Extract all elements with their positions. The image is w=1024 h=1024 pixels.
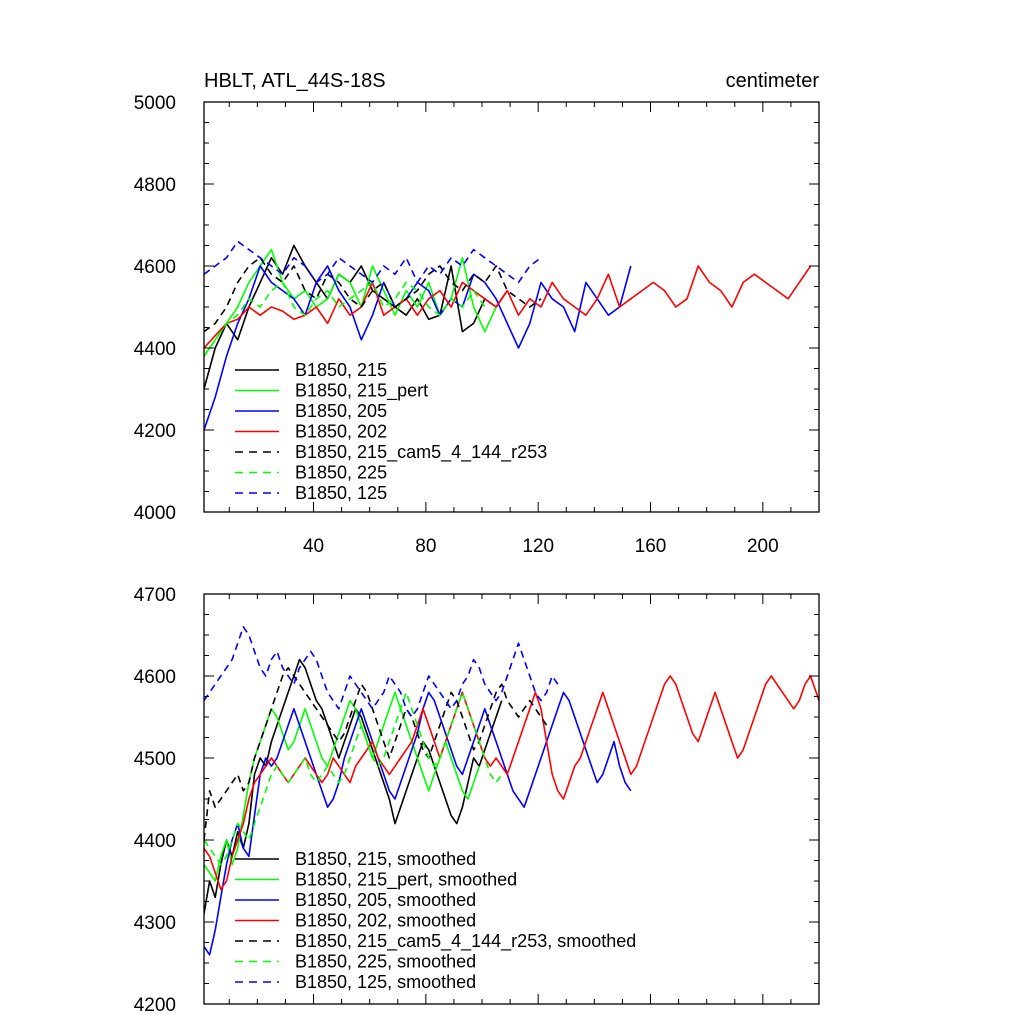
y-tick-label: 4400	[134, 831, 176, 852]
axis-ticks	[204, 593, 820, 1005]
legend-label: B1850, 215, smoothed	[295, 849, 476, 869]
x-tick-label: 200	[747, 536, 779, 557]
y-tick-label: 5000	[134, 93, 176, 114]
series-line-5	[204, 281, 486, 357]
plot-title: HBLT, ATL_44S-18S	[204, 70, 386, 92]
y-tick-label: 4500	[134, 749, 176, 770]
series-line-0	[204, 244, 508, 390]
series-line-0	[204, 658, 503, 914]
x-tick-label: 120	[522, 536, 554, 557]
legend-label: B1850, 215_pert, smoothed	[295, 870, 517, 891]
y-tick-label: 4200	[134, 995, 176, 1016]
legend-label: B1850, 225, smoothed	[295, 952, 476, 972]
legend-label: B1850, 202, smoothed	[295, 911, 476, 931]
legend-label: B1850, 215_cam5_4_144_r253, smoothed	[295, 931, 636, 952]
y-tick-label: 4200	[134, 421, 176, 442]
legend-label: B1850, 205, smoothed	[295, 890, 476, 910]
legend-label: B1850, 125, smoothed	[295, 972, 476, 992]
x-tick-label: 160	[635, 536, 667, 557]
y-tick-label: 4300	[134, 913, 176, 934]
legend-label: B1850, 225	[295, 463, 387, 483]
units-label: centimeter	[726, 70, 820, 92]
legend-label: B1850, 215_pert	[295, 381, 428, 402]
y-tick-label: 4600	[134, 257, 176, 278]
legend-label: B1850, 215	[295, 360, 387, 380]
axis-ticks	[204, 101, 820, 513]
legend-label: B1850, 125	[295, 483, 387, 503]
x-tick-label: 80	[415, 536, 436, 557]
bottom-panel-smoothed: 4200 4300 4400 4500 4600 4700 B1850, 215, smoo…	[134, 585, 820, 1016]
series-lines	[204, 240, 812, 431]
series-line-5	[204, 691, 503, 866]
series-line-6	[204, 240, 542, 284]
legend-label: B1850, 205	[295, 401, 387, 421]
series-line-3	[204, 675, 819, 891]
legend-label: B1850, 202	[295, 422, 387, 442]
series-line-6	[204, 625, 559, 718]
y-tick-label: 4000	[134, 503, 176, 524]
series-lines	[204, 625, 819, 956]
top-panel-raw: 4000 4200 4400 4600 4800 5000 40 80 120 160 200 B18…	[134, 93, 820, 557]
legend-label: B1850, 215_cam5_4_144_r253	[295, 442, 547, 463]
y-tick-label: 4800	[134, 175, 176, 196]
y-tick-label: 4600	[134, 667, 176, 688]
y-tick-label: 4700	[134, 585, 176, 606]
y-tick-label: 4400	[134, 339, 176, 360]
x-tick-label: 40	[303, 536, 324, 557]
